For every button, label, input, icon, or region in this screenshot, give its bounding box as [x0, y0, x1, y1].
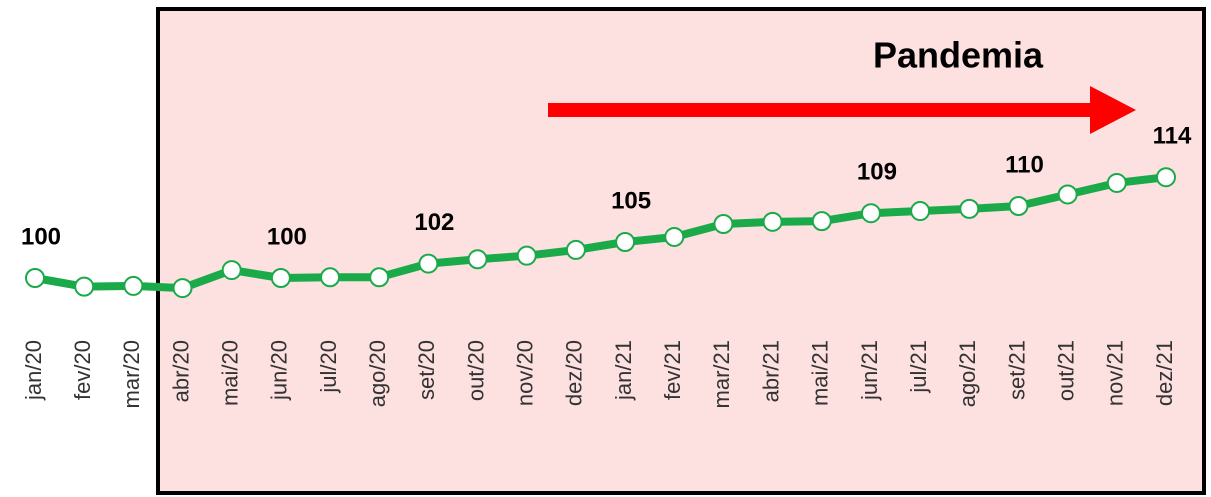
data-label: 114 [1153, 123, 1192, 150]
x-tick-label: fev/21 [660, 340, 685, 400]
marker [1008, 196, 1029, 216]
x-tick-label: mai/20 [218, 340, 243, 406]
marker [860, 203, 881, 224]
x-tick-label: mai/21 [808, 340, 833, 406]
marker [369, 267, 390, 288]
x-tick-label: set/21 [1004, 340, 1029, 400]
x-tick-label: out/21 [1053, 340, 1078, 401]
marker [1156, 167, 1176, 188]
marker [910, 201, 931, 222]
marker [615, 232, 636, 252]
data-label: 100 [267, 223, 307, 250]
marker [270, 268, 291, 288]
data-label: 102 [414, 209, 454, 236]
x-tick-label: dez/21 [1152, 340, 1177, 406]
x-tick-label: jul/20 [316, 340, 341, 394]
x-tick-label: ago/21 [955, 340, 980, 407]
marker [762, 211, 783, 232]
x-tick-label: jul/21 [906, 340, 931, 394]
x-tick-label: abr/20 [168, 340, 193, 402]
x-tick-label: mar/20 [119, 340, 144, 408]
x-tick-label: fev/20 [70, 340, 95, 400]
marker [172, 278, 193, 299]
marker [320, 267, 341, 288]
marker [25, 268, 45, 288]
annotation: Pandemia [873, 35, 1044, 76]
data-label: 109 [857, 159, 897, 186]
x-tick-label: jun/20 [267, 340, 292, 401]
marker [418, 253, 439, 274]
marker [565, 239, 586, 260]
marker [1057, 184, 1078, 205]
x-tick-label: mar/21 [709, 340, 734, 408]
x-tick-label: set/20 [414, 340, 439, 400]
x-tick-label: dez/20 [562, 340, 587, 406]
marker [1106, 172, 1127, 193]
marker [516, 245, 537, 266]
x-tick-label: nov/20 [513, 340, 538, 406]
marker [74, 276, 95, 297]
marker [221, 260, 242, 281]
data-label: 100 [21, 223, 61, 250]
marker [123, 275, 144, 296]
pandemic-area [156, 7, 1206, 495]
x-tick-label: ago/20 [365, 340, 390, 407]
x-tick-label: nov/21 [1103, 340, 1128, 406]
marker [713, 214, 734, 234]
marker [959, 198, 980, 219]
data-label: 105 [611, 187, 651, 214]
x-tick-label: abr/21 [758, 340, 783, 402]
pandemic-arrow-head [1090, 86, 1136, 134]
x-tick-label: out/20 [463, 340, 488, 401]
marker [467, 249, 488, 270]
data-label: 110 [1005, 151, 1044, 178]
x-tick-label: jun/21 [857, 340, 882, 401]
x-tick-label: jan/21 [611, 340, 636, 401]
x-tick-label: jan/20 [21, 340, 46, 401]
marker [664, 226, 685, 247]
marker [811, 211, 832, 232]
